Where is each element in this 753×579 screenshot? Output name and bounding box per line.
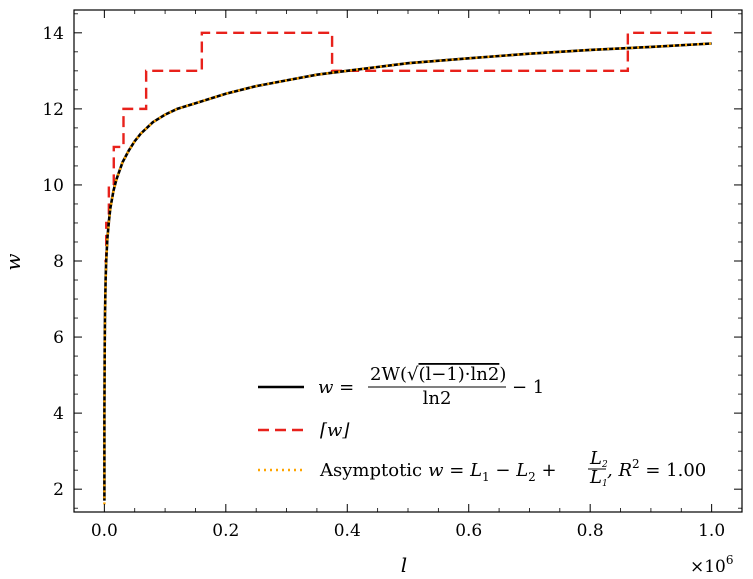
y-tick-label: 8: [53, 252, 64, 272]
y-tick-label: 4: [53, 404, 64, 424]
legend3-prefix: Asymptotic: [319, 460, 422, 481]
series-exact-line: [103, 42, 712, 501]
x-axis-ticks: 0.0 0.2 0.4 0.6 0.8 1.0: [91, 10, 725, 541]
plot-lines: [103, 31, 712, 505]
x-tick-label: 0.2: [212, 521, 239, 541]
x-axis-label: l: [401, 553, 407, 577]
x-tick-label: 1.0: [698, 521, 725, 541]
x-tick-label: 0.4: [334, 521, 361, 541]
legend-label-asymptotic: Asymptotic w = L1 − L2 +: [319, 460, 557, 484]
legend3-sub2: 2: [528, 470, 536, 484]
legend3-plus: +: [536, 460, 557, 481]
legend1-numerator: 2W(√(l−1)·ln2): [370, 364, 506, 385]
y-tick-label: 10: [42, 176, 64, 196]
legend1-denominator: ln2: [423, 388, 452, 409]
x-tick-label: 0.8: [577, 521, 604, 541]
legend1-lhs: w =: [318, 377, 354, 398]
legend3-tail2: = 1.00: [640, 460, 707, 481]
legend1-num-arg: (l−1)·ln2: [418, 364, 499, 385]
y-tick-label: 12: [42, 100, 64, 120]
y-axis-label: w: [1, 253, 25, 270]
legend3-frac-den: L1: [589, 467, 608, 489]
series-ceil-line: [104, 31, 712, 263]
legend3-sup: 2: [632, 457, 640, 471]
legend1-rhs: − 1: [512, 377, 544, 398]
legend3-frac-num-sub: 2: [601, 460, 608, 470]
y-tick-label: 2: [53, 480, 64, 500]
plot-frame: [73, 9, 743, 513]
x-axis-offset-label: ×106: [690, 553, 734, 577]
legend-label-exact: w =: [318, 377, 354, 398]
legend3-frac-den-l: L: [589, 467, 602, 488]
y-tick-label: 6: [53, 328, 64, 348]
series-asymptotic-line: [103, 42, 712, 505]
legend3-sub1: 1: [482, 470, 490, 484]
legend3-tail-r: , R: [607, 460, 632, 481]
legend3-tail: , R2 = 1.00: [607, 457, 706, 481]
legend1-num-prefix: 2W(: [370, 364, 407, 385]
legend-label-ceil: ⌈w⌋: [320, 420, 350, 441]
x-offset-base: ×10: [690, 557, 726, 577]
legend: w = 2W(√(l−1)·ln2) ln2 − 1 ⌈w⌋ Asymptoti…: [258, 364, 706, 489]
legend3-frac-den-sub: 1: [602, 479, 608, 489]
x-offset-exponent: 6: [726, 553, 734, 567]
legend1-num-suffix: ): [499, 364, 506, 385]
y-tick-label: 14: [42, 24, 64, 44]
x-tick-label: 0.0: [91, 521, 118, 541]
x-tick-label: 0.6: [455, 521, 482, 541]
legend3-frac-num-l: L: [589, 448, 602, 469]
legend1-sqrt: √: [407, 364, 419, 385]
legend3-eq: w = L: [428, 460, 482, 481]
legend3-frac-num: L2: [589, 448, 608, 470]
legend3-mid: − L: [490, 460, 528, 481]
